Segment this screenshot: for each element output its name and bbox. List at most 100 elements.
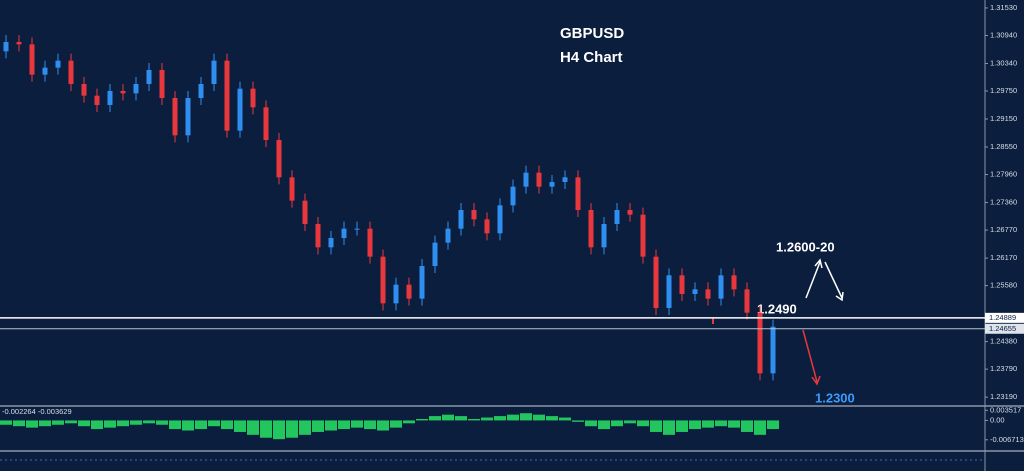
- candle-body: [510, 186, 516, 206]
- candle-body: [471, 210, 477, 220]
- candle-body: [445, 228, 451, 243]
- y-tick-label: 1.30940: [990, 30, 1017, 39]
- histogram-bar: [455, 416, 467, 421]
- candle-body: [146, 70, 152, 84]
- histogram-bar: [468, 418, 480, 421]
- histogram-bar: [689, 420, 701, 430]
- histogram-bar: [390, 420, 402, 428]
- candle-body: [185, 98, 191, 136]
- candle-body: [575, 177, 581, 210]
- y-tick-label: 1.26770: [990, 225, 1017, 234]
- histogram-bar: [0, 420, 12, 425]
- annotation: 1.2490: [757, 301, 797, 316]
- y-tick-label: 1.26170: [990, 253, 1017, 262]
- candle-body: [42, 67, 48, 75]
- level-label-box: [985, 312, 1024, 323]
- histogram-bar: [312, 420, 324, 432]
- chart-subtitle: H4 Chart: [560, 49, 623, 66]
- histogram-bar: [234, 420, 246, 432]
- y-tick-label: 1.29750: [990, 86, 1017, 95]
- histogram-bar: [481, 417, 493, 421]
- histogram-bar: [208, 420, 220, 427]
- histogram-bar: [221, 420, 233, 430]
- candle-body: [133, 84, 139, 94]
- candle-body: [692, 289, 698, 294]
- y-tick-label: 0.003517: [990, 405, 1021, 414]
- candle-body: [159, 70, 165, 98]
- y-tick-label: 1.25580: [990, 281, 1017, 290]
- candle-body: [3, 42, 9, 52]
- candle-body: [107, 91, 113, 105]
- histogram-bar: [559, 417, 571, 421]
- histogram-bar: [195, 420, 207, 430]
- candle-body: [588, 210, 594, 248]
- y-tick-label: 1.24380: [990, 337, 1017, 346]
- histogram-bar: [741, 420, 753, 432]
- candle-body: [653, 256, 659, 308]
- candle-body: [16, 42, 22, 45]
- candle-body: [679, 275, 685, 294]
- histogram-bar: [624, 420, 636, 424]
- candle-body: [354, 228, 360, 230]
- histogram-bar: [273, 420, 285, 440]
- candle-body: [263, 107, 269, 140]
- level-label-box: [985, 323, 1024, 334]
- candle-body: [29, 44, 35, 75]
- histogram-bar: [702, 420, 714, 428]
- indicator-label: -0.002264 -0.003629: [2, 407, 72, 416]
- histogram-bar: [247, 420, 259, 435]
- y-tick-label: 1.23790: [990, 364, 1017, 373]
- y-tick-label: 1.23190: [990, 392, 1017, 401]
- y-tick-label: 0.00: [990, 415, 1005, 424]
- candle-body: [198, 84, 204, 98]
- histogram-bar: [26, 420, 38, 428]
- arrow-up: [805, 258, 823, 299]
- candle-body: [770, 326, 776, 374]
- candle-body: [302, 200, 308, 224]
- annotation: 1.2600-20: [776, 239, 835, 254]
- histogram-bar: [169, 420, 181, 430]
- candle-body: [276, 140, 282, 178]
- candle-body: [328, 238, 334, 248]
- histogram-bar: [676, 420, 688, 432]
- histogram-bar: [663, 420, 675, 435]
- y-tick-label: -0.006713: [990, 435, 1024, 444]
- candle-body: [250, 88, 256, 108]
- histogram-bar: [754, 420, 766, 435]
- histogram-bar: [598, 420, 610, 430]
- histogram-bar: [143, 420, 155, 424]
- candle-body: [640, 214, 646, 257]
- candle-body: [211, 60, 217, 84]
- candle-body: [536, 172, 542, 187]
- candle-body: [497, 205, 503, 234]
- histogram-bar: [429, 416, 441, 421]
- histogram-bar: [104, 420, 116, 428]
- candle-body: [81, 84, 87, 96]
- y-tick-label: 1.28550: [990, 142, 1017, 151]
- histogram-bar: [637, 420, 649, 427]
- histogram-bar: [650, 420, 662, 432]
- level-label: 1.24655: [989, 324, 1016, 333]
- annotation: 1.2300: [815, 390, 855, 405]
- histogram-bar: [299, 420, 311, 435]
- candle-body: [393, 284, 399, 304]
- histogram-bar: [494, 416, 506, 421]
- candle-body: [406, 284, 412, 299]
- candle-body: [484, 219, 490, 234]
- candle-body: [224, 60, 230, 131]
- candle-body: [172, 98, 178, 136]
- candle-body: [237, 88, 243, 131]
- y-tick-label: 1.31530: [990, 3, 1017, 12]
- candle-body: [68, 60, 74, 84]
- candle-body: [549, 182, 555, 187]
- candle-body: [315, 224, 321, 248]
- candle-body: [614, 210, 620, 224]
- histogram-bar: [403, 420, 415, 424]
- candle-body: [432, 242, 438, 266]
- histogram-bar: [156, 420, 168, 425]
- histogram-bar: [546, 416, 558, 421]
- histogram-bar: [767, 420, 779, 430]
- candle-body: [627, 210, 633, 215]
